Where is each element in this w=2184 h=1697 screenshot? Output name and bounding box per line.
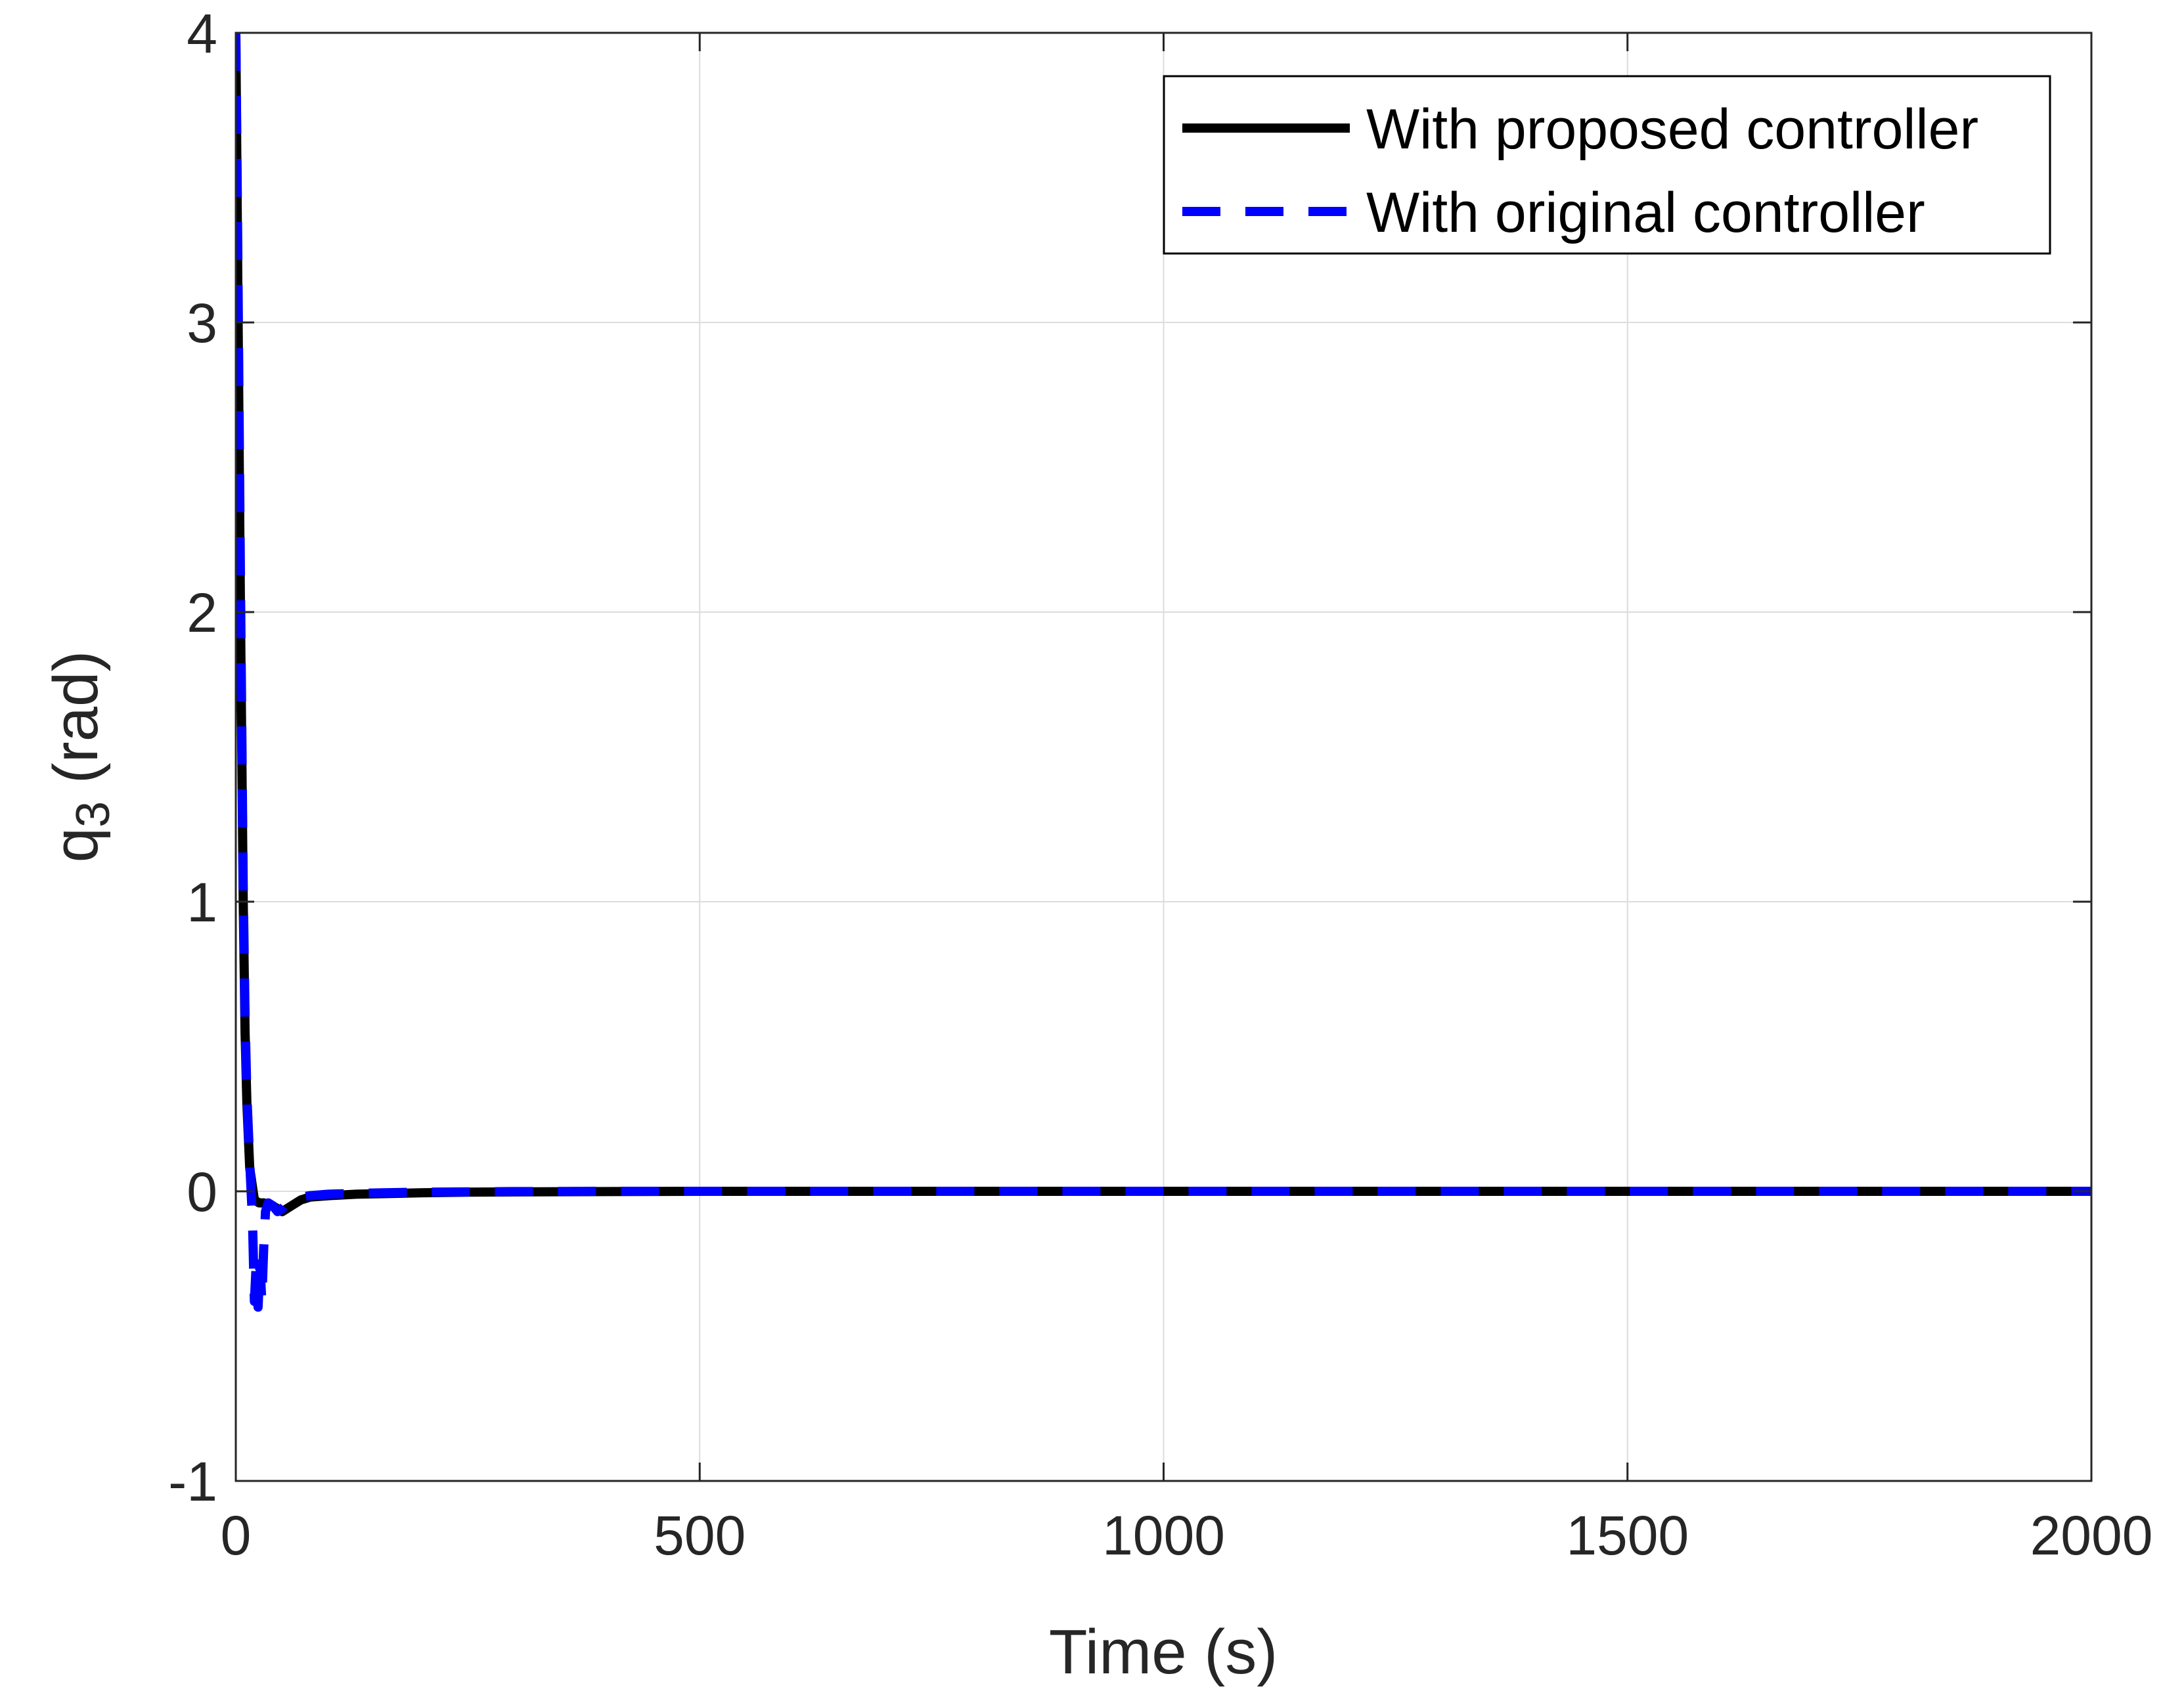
x-tick-label: 0 (221, 1505, 252, 1566)
x-tick-label: 2000 (2030, 1505, 2153, 1566)
series-lines (236, 33, 2091, 1312)
y-tick-label: 0 (187, 1161, 217, 1223)
y-axis-label-suffix: (rad) (41, 651, 111, 801)
x-tick-label: 1500 (1566, 1505, 1689, 1566)
legend: With proposed controller With original c… (1163, 75, 2051, 255)
legend-label-original: With original controller (1366, 181, 1925, 244)
y-tick-label: 4 (187, 3, 217, 64)
y-tick-label: -1 (168, 1451, 217, 1512)
y-tick-label: 1 (187, 871, 217, 933)
y-axis-label-prefix: q (41, 827, 111, 862)
y-tick-label: 3 (187, 292, 217, 354)
x-tick-label: 1000 (1102, 1505, 1225, 1566)
legend-box (1163, 75, 2051, 255)
x-axis-label: Time (s) (1049, 1617, 1278, 1687)
y-axis-label-subscript: 3 (67, 801, 120, 827)
x-tick-label: 500 (654, 1505, 746, 1566)
legend-label-proposed: With proposed controller (1366, 98, 1978, 161)
y-axis-label: q3 (rad) (41, 651, 120, 863)
series-line-original (236, 33, 2091, 1312)
y-tick-label: 2 (187, 582, 217, 644)
